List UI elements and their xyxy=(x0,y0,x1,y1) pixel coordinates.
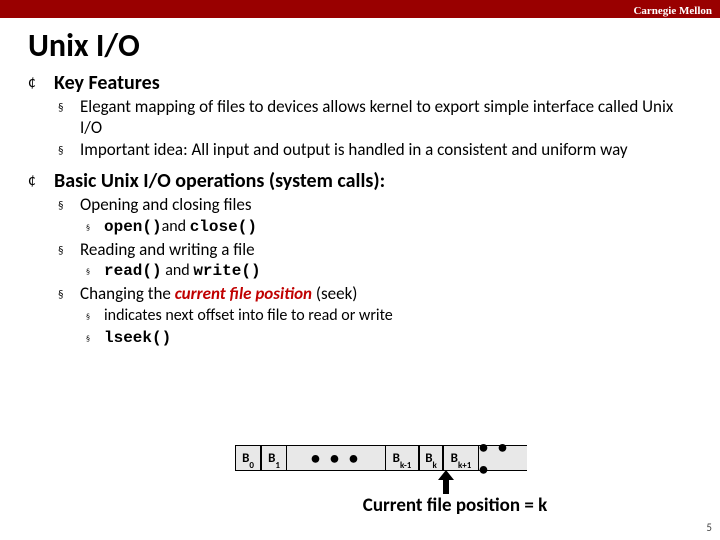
list-item: § Important idea: All input and output i… xyxy=(54,140,692,161)
bullet-icon: § xyxy=(58,288,63,301)
section-heading: Basic Unix I/O operations (system calls)… xyxy=(54,169,385,193)
bullet-icon: § xyxy=(58,244,63,257)
item-text: Reading and writing a file xyxy=(80,239,255,260)
slide-title: Unix I/O xyxy=(0,18,720,71)
byte-row: B0 B1 • • • Bk-1 Bk Bk+1 • • • xyxy=(235,445,665,471)
item-text: Important idea: All input and output is … xyxy=(80,139,628,160)
list-item: § Elegant mapping of files to devices al… xyxy=(54,97,692,138)
item-text: lseek() xyxy=(104,328,171,347)
list-item: § Reading and writing a file § read() an… xyxy=(54,240,692,283)
item-text: indicates next offset into file to read … xyxy=(104,306,393,325)
cell-b1: B1 xyxy=(261,445,287,471)
section-basic-ops: ¢ Basic Unix I/O operations (system call… xyxy=(28,169,692,348)
item-text: read() and write() xyxy=(104,261,261,280)
byte-diagram: B0 B1 • • • Bk-1 Bk Bk+1 • • • Current f… xyxy=(235,445,665,471)
header-brand: Carnegie Mellon xyxy=(633,5,712,17)
bullet-icon: ¢ xyxy=(28,171,36,190)
bullet-icon: § xyxy=(86,267,90,277)
list-item: § indicates next offset into file to rea… xyxy=(80,306,692,327)
section-heading: Key Features xyxy=(54,71,160,95)
bullet-icon: § xyxy=(58,101,63,114)
bullet-icon: § xyxy=(86,312,90,322)
diagram-caption: Current file position = k xyxy=(295,494,615,517)
header-bar: Carnegie Mellon xyxy=(0,0,720,18)
item-text: open()and close() xyxy=(104,217,257,236)
bullet-icon: § xyxy=(86,223,90,233)
cell-bk+1: Bk+1 xyxy=(443,445,479,471)
item-text: Opening and closing files xyxy=(80,194,252,215)
bullet-icon: ¢ xyxy=(28,73,36,92)
list-item: § open()and close() xyxy=(80,217,692,238)
list-item: § Opening and closing files § open()and … xyxy=(54,195,692,238)
list-item: § read() and write() xyxy=(80,261,692,282)
list-item: § Changing the current file position (se… xyxy=(54,284,692,348)
item-text: Elegant mapping of files to devices allo… xyxy=(80,96,673,138)
bullet-icon: § xyxy=(86,334,90,344)
section-key-features: ¢ Key Features § Elegant mapping of file… xyxy=(28,71,692,161)
bullet-icon: § xyxy=(58,144,63,157)
list-item: § lseek() xyxy=(80,328,692,349)
bullet-icon: § xyxy=(58,199,63,212)
item-text: Changing the current file position (seek… xyxy=(80,283,357,304)
arrow-up-icon xyxy=(438,470,454,494)
cell-bk-1: Bk-1 xyxy=(385,445,419,471)
page-number: 5 xyxy=(706,521,712,534)
slide-content: ¢ Key Features § Elegant mapping of file… xyxy=(0,71,720,349)
cell-b0: B0 xyxy=(235,445,261,471)
cell-dots: • • • xyxy=(479,445,527,471)
cell-dots: • • • xyxy=(287,445,385,471)
cell-bk: Bk xyxy=(419,445,443,471)
